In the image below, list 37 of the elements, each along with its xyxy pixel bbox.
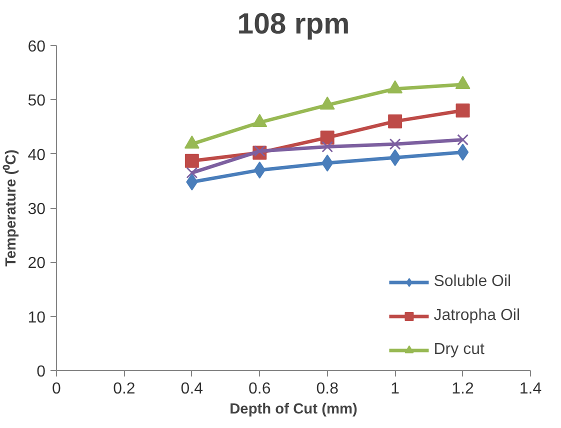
- point: [186, 167, 198, 178]
- point: [320, 130, 334, 145]
- y-tick-label: 20: [28, 255, 46, 272]
- point: [388, 114, 402, 128]
- y-tick-label: 40: [28, 146, 46, 164]
- point: [252, 114, 268, 127]
- chart-title: 108 rpm: [237, 8, 350, 40]
- point: [320, 96, 335, 110]
- x-tick-label: 1: [390, 380, 400, 398]
- y-tick-label: 0: [36, 364, 46, 380]
- point: [389, 138, 401, 150]
- x-tick-label: 0.8: [316, 380, 339, 398]
- point: [456, 104, 470, 118]
- x-axis-title: Depth of Cut (mm): [230, 402, 358, 418]
- y-tick-label: 50: [28, 92, 46, 110]
- point: [456, 144, 469, 161]
- point: [388, 80, 403, 94]
- point: [254, 145, 266, 157]
- x-tick-label: 1.2: [452, 380, 474, 398]
- point: [457, 134, 468, 146]
- y-axis-title: Temperature (⁰C): [2, 149, 20, 267]
- x-tick-label: 1.4: [519, 380, 542, 398]
- y-tick-label: 30: [28, 201, 46, 218]
- point: [184, 136, 200, 149]
- legend-label: Jatropha Oil: [434, 307, 520, 325]
- x-tick-label: 0.4: [180, 380, 204, 398]
- y-tick-label: 10: [28, 309, 46, 326]
- legend-label: Soluble Oil: [434, 273, 512, 291]
- point: [186, 174, 198, 190]
- point: [455, 76, 470, 90]
- x-tick-label: 0: [52, 380, 62, 398]
- x-tick-label: 0.2: [113, 380, 136, 398]
- y-tick-label: 60: [28, 38, 46, 56]
- x-tick-label: 0.6: [248, 380, 271, 398]
- point: [322, 141, 334, 152]
- legend-label: Dry cut: [434, 341, 484, 359]
- point: [184, 154, 199, 168]
